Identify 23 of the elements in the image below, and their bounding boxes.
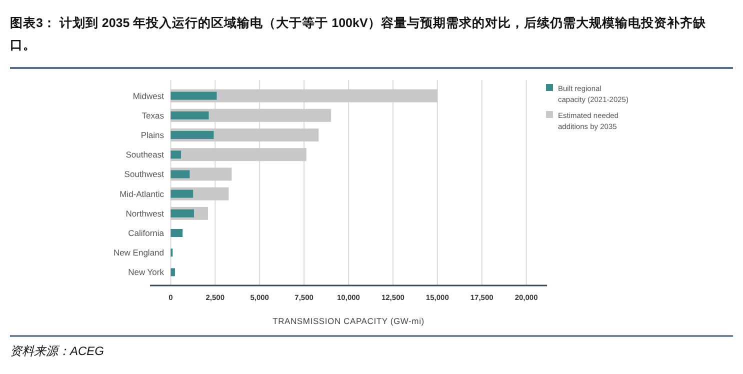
text: 资料来源：ACEG: [10, 343, 104, 360]
bar: [170, 209, 194, 218]
y-tick-label: New England: [113, 248, 164, 258]
y-tick-label: Southwest: [124, 169, 165, 180]
y-tick-label: Mid-Atlantic: [120, 188, 165, 199]
y-tick-label: Midwest: [132, 90, 165, 101]
y-tick-label: New York: [128, 267, 165, 278]
y-tick-label: Northwest: [126, 208, 165, 218]
y-tick-label: California: [128, 228, 164, 238]
y-tick-label: Plains: [140, 130, 164, 140]
bar: [170, 111, 209, 120]
bar: [170, 150, 182, 159]
y-tick-label: Southeast: [126, 150, 165, 160]
bar: [170, 229, 183, 237]
bar: [170, 190, 194, 198]
bar: [170, 131, 214, 139]
chart-title: 图表3： 计划到 2035 年投入运行的区域输电（大于等于 100kV）容量与预期需求的对比，后续仍需大规模输电投资补齐缺口。: [10, 15, 707, 54]
y-tick-label: Texas: [142, 110, 164, 120]
bar: [170, 170, 190, 178]
bar: [170, 92, 217, 100]
x-axis-title: TRANSMISSION CAPACITY (GW-mi): [272, 316, 424, 326]
bar: [170, 268, 175, 276]
bar: [170, 148, 306, 162]
